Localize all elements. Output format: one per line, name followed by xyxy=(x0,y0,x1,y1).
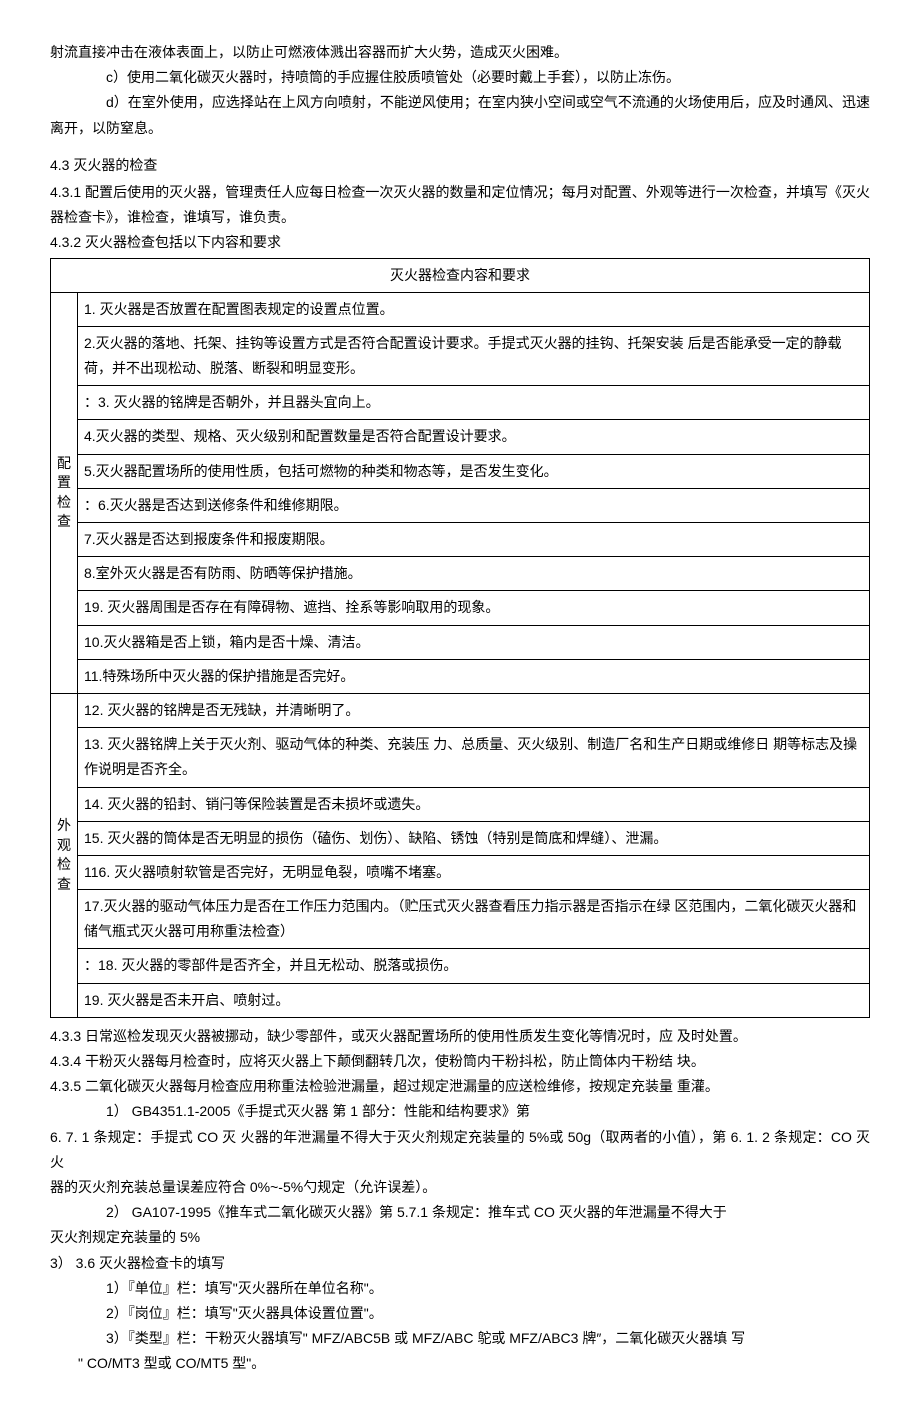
group-appearance-label: 外观检查 xyxy=(51,693,78,1017)
table-row: ：3. 灭火器的铭牌是否朝外，并且器头宜向上。 xyxy=(78,386,870,420)
table-row: 15. 灭火器的筒体是否无明显的损伤（磕伤、划伤）、缺陷、锈蚀（特别是筒底和焊缝… xyxy=(78,821,870,855)
table-row: 2.灭火器的落地、托架、挂钩等设置方式是否符合配置设计要求。手提式灭火器的挂钩、… xyxy=(78,326,870,385)
table-row: 5.灭火器配置场所的使用性质，包括可燃物的种类和物态等，是否发生变化。 xyxy=(78,454,870,488)
table-row: 11.特殊场所中灭火器的保护措施是否完好。 xyxy=(78,659,870,693)
section-3.6: 3） 3.6 灭火器检查卡的填写 xyxy=(50,1251,870,1276)
intro-p2: c）使用二氧化碳灭火器时，持喷筒的手应握住胶质喷管处（必要时戴上手套），以防止冻… xyxy=(50,65,870,90)
section-4.3.4: 4.3.4 干粉灭火器每月检查时，应将灭火器上下颠倒翻转几次，使粉筒内干粉抖松，… xyxy=(50,1049,870,1074)
table-row: 10.灭火器箱是否上锁，箱内是否十燥、清洁。 xyxy=(78,625,870,659)
table-row: 13. 灭火器铭牌上关于灭火剂、驱动气体的种类、充装压 力、总质量、灭火级别、制… xyxy=(78,728,870,787)
section-4.3.5: 4.3.5 二氧化碳灭火器每月检查应用称重法检验泄漏量，超过规定泄漏量的应送检维… xyxy=(50,1074,870,1099)
section-4.3-title: 4.3 灭火器的检查 xyxy=(50,153,870,178)
table-row: 14. 灭火器的铅封、销闩等保险装置是否未损坏或遗失。 xyxy=(78,787,870,821)
table-row: 4.灭火器的类型、规格、灭火级别和配置数量是否符合配置设计要求。 xyxy=(78,420,870,454)
intro-p3: d）在室外使用，应选择站在上风方向喷射，不能逆风使用；在室内狭小空间或空气不流通… xyxy=(50,90,870,140)
intro-p1: 射流直接冲击在液体表面上，以防止可燃液体溅出容器而扩大火势，造成灭火困难。 xyxy=(50,40,870,65)
table-row: 1. 灭火器是否放置在配置图表规定的设置点位置。 xyxy=(78,292,870,326)
table-row: 19. 灭火器周围是否存在有障碍物、遮挡、拴系等影响取用的现象。 xyxy=(78,591,870,625)
reg-2a: 2） GA107-1995《推车式二氧化碳灭火器》第 5.7.1 条规定：推车式… xyxy=(50,1200,870,1225)
table-row: 19. 灭火器是否未开启、喷射过。 xyxy=(78,983,870,1017)
section-4.3.1: 4.3.1 配置后使用的灭火器，管理责任人应每日检查一次灭火器的数量和定位情况；… xyxy=(50,180,870,230)
reg-1c: 器的灭火剂充装总量误差应符合 0%~-5%勺规定（允许误差）。 xyxy=(50,1175,870,1200)
table-row: ：6.灭火器是否达到送修条件和维修期限。 xyxy=(78,488,870,522)
reg-2b: 灭火剂规定充装量的 5% xyxy=(50,1225,870,1250)
inspection-table: 灭火器检查内容和要求 配置检查 1. 灭火器是否放置在配置图表规定的设置点位置。… xyxy=(50,258,870,1018)
reg-1b: 6. 7. 1 条规定：手提式 CO 灭 火器的年泄漏量不得大于灭火剂规定充装量… xyxy=(50,1125,870,1175)
group-config-label: 配置检查 xyxy=(51,292,78,693)
table-header: 灭火器检查内容和要求 xyxy=(51,258,870,292)
table-row: 12. 灭火器的铭牌是否无残缺，并清晰明了。 xyxy=(78,693,870,727)
fill-2: 2）『岗位』栏：填写"灭火器具体设置位置"。 xyxy=(50,1301,870,1326)
fill-3: 3）『类型』栏：干粉灭火器填写" MFZ/ABC5B 或 MFZ/ABC 鸵或 … xyxy=(50,1326,870,1351)
section-4.3.3: 4.3.3 日常巡检发现灭火器被挪动，缺少零部件，或灭火器配置场所的使用性质发生… xyxy=(50,1024,870,1049)
table-row: 8.室外灭火器是否有防雨、防晒等保护措施。 xyxy=(78,557,870,591)
table-row: ：18. 灭火器的零部件是否齐全，并且无松动、脱落或损伤。 xyxy=(78,949,870,983)
section-4.3.2: 4.3.2 灭火器检查包括以下内容和要求 xyxy=(50,230,870,255)
table-row: 116. 灭火器喷射软管是否完好，无明显龟裂，喷嘴不堵塞。 xyxy=(78,855,870,889)
table-row: 17.灭火器的驱动气体压力是否在工作压力范围内。（贮压式灭火器查看压力指示器是否… xyxy=(78,890,870,949)
reg-1a: 1） GB4351.1-2005《手提式灭火器 第 1 部分：性能和结构要求》第 xyxy=(50,1099,870,1124)
fill-1: 1）『单位』栏：填写"灭火器所在单位名称"。 xyxy=(50,1276,870,1301)
fill-3b: " CO/MT3 型或 CO/MT5 型"。 xyxy=(50,1351,870,1376)
table-row: 7.灭火器是否达到报废条件和报废期限。 xyxy=(78,523,870,557)
